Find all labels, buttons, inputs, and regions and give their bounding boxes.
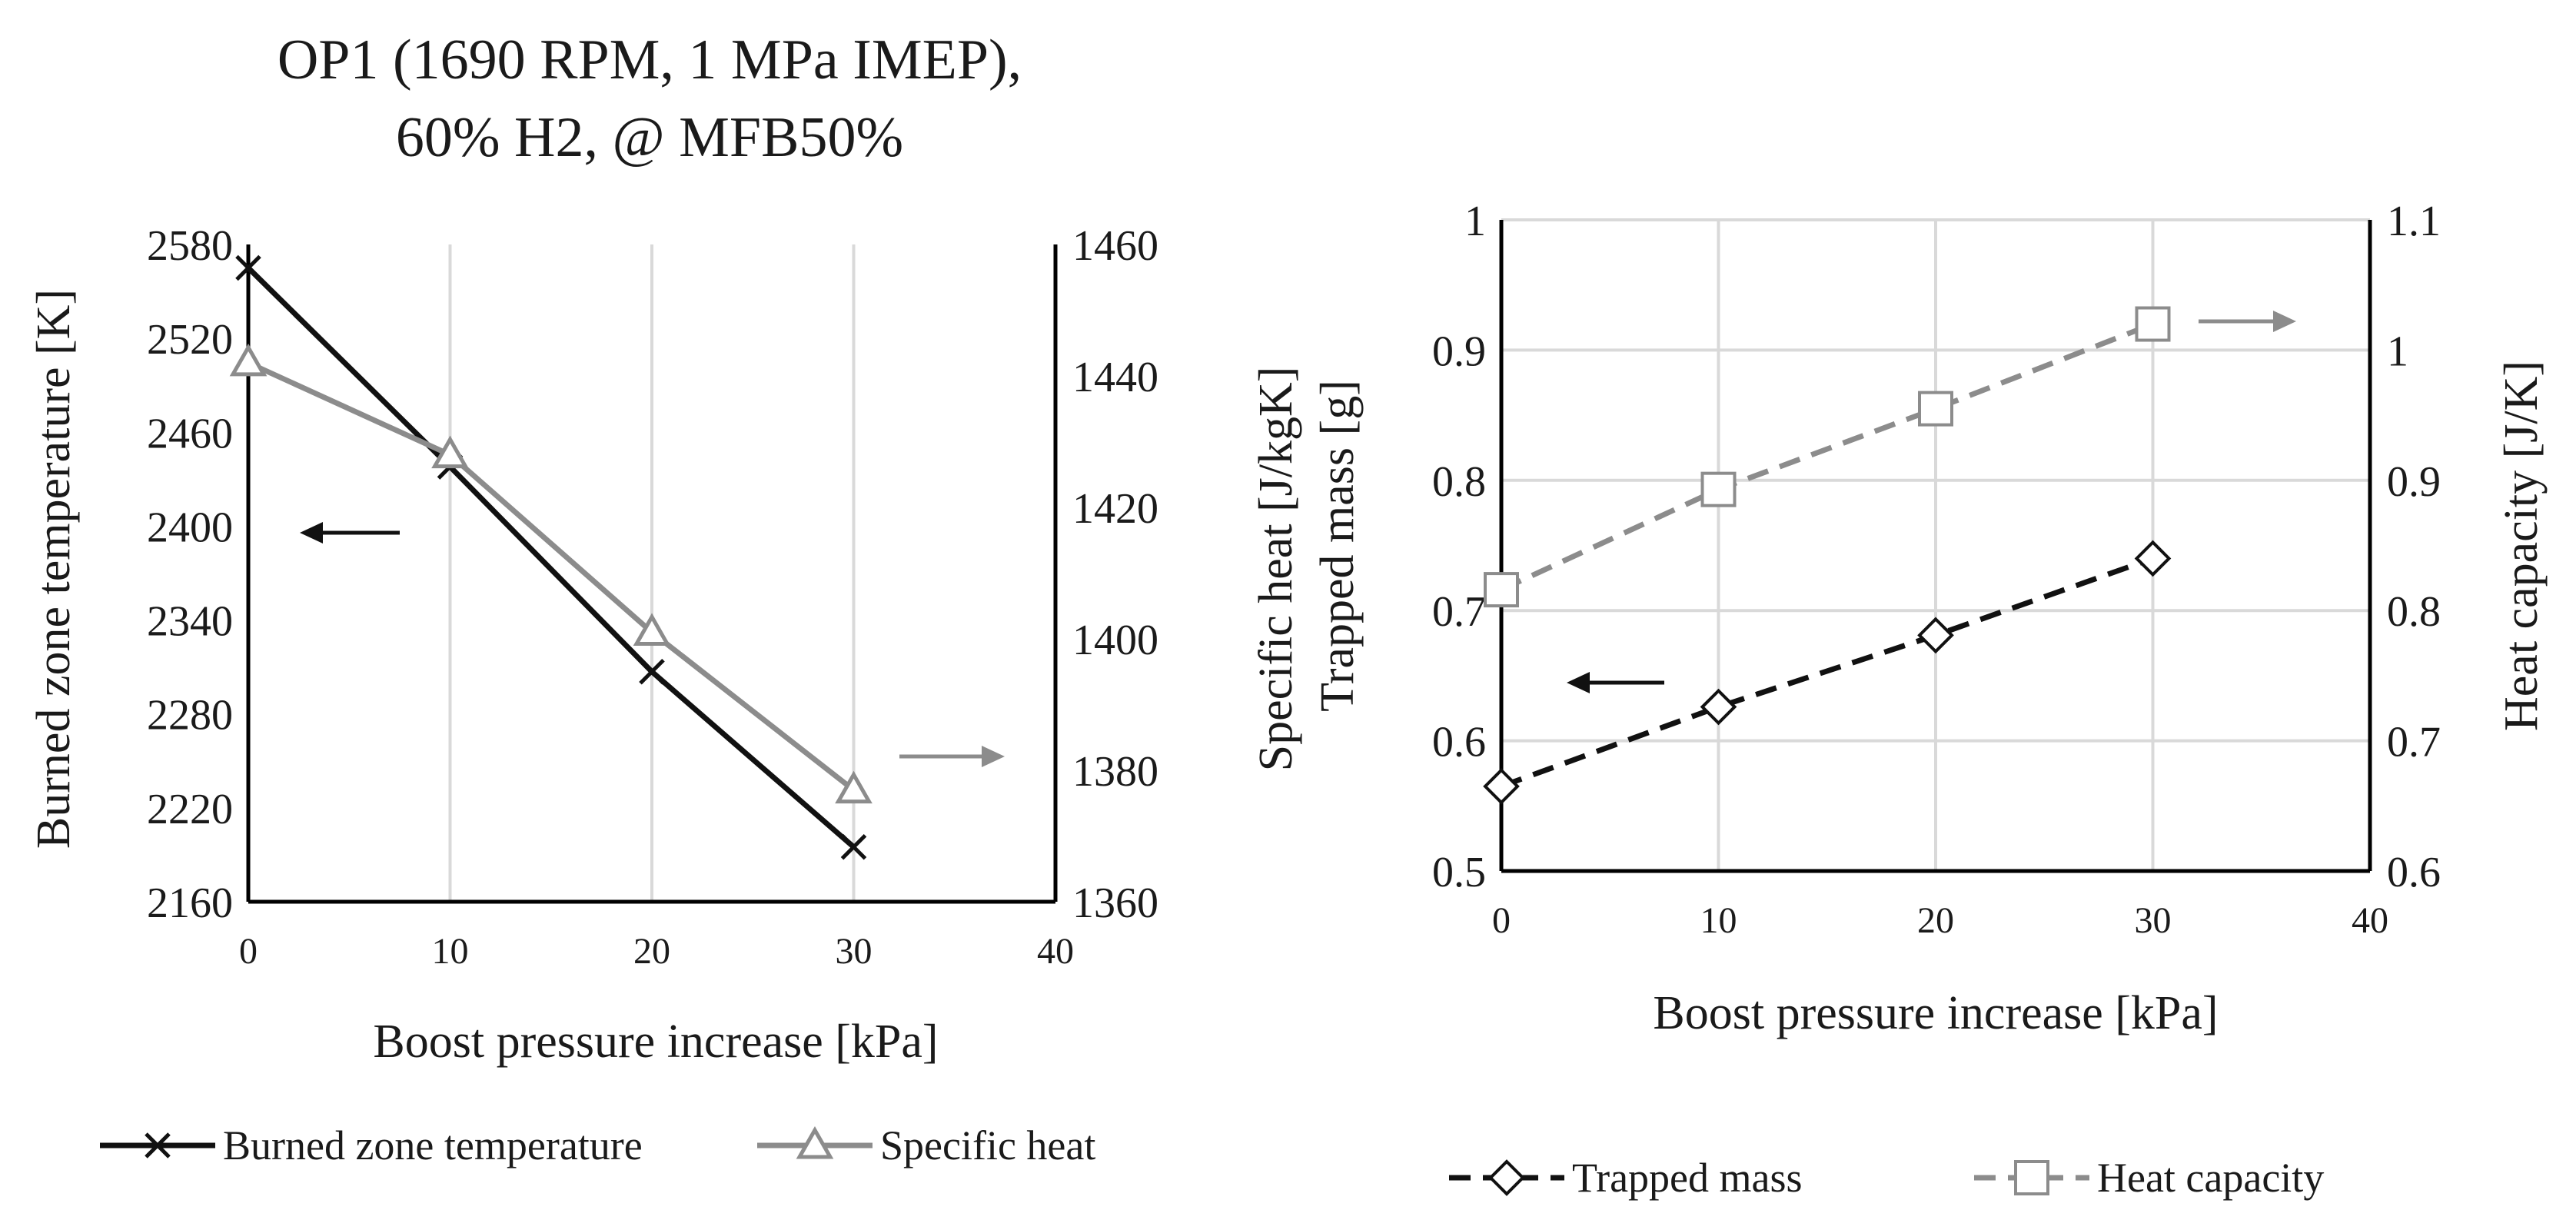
chart2-legend-trapped-mass-label: Trapped mass <box>1572 1155 1803 1201</box>
chart1-title-line1: OP1 (1690 RPM, 1 MPa IMEP), <box>278 28 1022 91</box>
chart2-y-tick-label: 0.6 <box>1432 719 1486 766</box>
chart1-y-tick-label: 2580 <box>147 222 233 270</box>
chart1-title-line2: 60% H2, @ MFB50% <box>396 106 903 169</box>
chart2-legend-heat-capacity-marker <box>2014 1160 2049 1195</box>
chart2-series-heat-capacity-point <box>1700 471 1737 507</box>
chart2-axis-arrow-2-head <box>2273 311 2296 332</box>
chart2-y-tick-label: 0.5 <box>1432 849 1486 896</box>
chart2-series-trapped-mass-point <box>2134 540 2172 577</box>
chart2-x-tick-label: 20 <box>1917 900 1954 941</box>
chart2-y-tick-label: 0.7 <box>1432 588 1486 636</box>
chart2-y2-tick-label: 0.9 <box>2387 458 2441 506</box>
chart2-series-heat-capacity-point <box>1484 572 1519 608</box>
chart1-plot: 0 10 20 30 40 2160 2220 2280 2340 2400 2460 2520 258… <box>147 222 1158 972</box>
chart1-y-tick-label: 2160 <box>147 879 233 927</box>
chart1-series-specific-heat-point <box>835 770 873 804</box>
chart1-x-tick-label: 40 <box>1037 931 1074 972</box>
chart1-y2-axis-label: Specific heat [J/kgK] <box>1250 367 1302 772</box>
chart1-y-axis-label: Burned zone temperature [K] <box>28 289 80 849</box>
chart1-y2-tick-label: 1400 <box>1072 617 1158 664</box>
chart2-series-heat-capacity-point <box>1918 391 1953 427</box>
chart2-series-trapped-mass-point <box>1917 617 1954 654</box>
chart2-y-axis-label: Trapped mass [g] <box>1311 380 1364 712</box>
chart1-x-tick-label: 20 <box>633 931 670 972</box>
chart1-y-tick-label: 2220 <box>147 786 233 833</box>
chart1-x-tick-label: 0 <box>239 931 258 972</box>
chart2-plot: 0 10 20 30 40 0.5 0.6 0.7 0.8 0.9 1 0.6 0.7 0.8 0.9 1 1.… <box>1432 198 2441 941</box>
chart2-series-heat-capacity-point <box>2135 306 2171 342</box>
chart1-series-burned-zone-temperature-point <box>639 658 665 685</box>
chart1-series-burned-zone-temperature-line <box>246 266 856 849</box>
chart2-series-trapped-mass-line <box>1500 556 2154 790</box>
chart2-series-trapped-mass-point <box>1700 688 1737 726</box>
chart1-x-tick-label: 10 <box>432 931 469 972</box>
chart2-y2-tick-label: 0.8 <box>2387 588 2441 636</box>
chart1-legend-specific-heat-marker <box>796 1125 834 1159</box>
chart1-y-tick-label: 2340 <box>147 598 233 646</box>
chart2-y-tick-label: 1 <box>1464 198 1486 245</box>
chart2-legend: Trapped mass Heat capacity <box>1449 1155 2324 1201</box>
chart2-y2-tick-label: 1 <box>2387 327 2408 375</box>
chart1-y-tick-label: 2400 <box>147 504 233 551</box>
chart1-legend-burned-zone-temperature-label: Burned zone temperature <box>223 1122 643 1168</box>
chart2-legend-trapped-mass-marker <box>1488 1159 1525 1196</box>
chart1-series-specific-heat-point <box>431 435 469 469</box>
chart2-y2-tick-label: 0.7 <box>2387 719 2441 766</box>
chart1-y-tick-label: 2460 <box>147 410 233 457</box>
chart1-y-tick-label: 2280 <box>147 692 233 740</box>
chart1-legend-burned-zone-temperature-marker <box>145 1132 171 1159</box>
chart2-x-tick-label: 30 <box>2135 900 2172 941</box>
chart2-y2-tick-label: 0.6 <box>2387 849 2441 896</box>
chart1-y2-tick-label: 1460 <box>1072 222 1158 270</box>
chart1-y2-tick-label: 1420 <box>1072 485 1158 533</box>
chart1-axis-arrow-1-head <box>300 522 323 544</box>
chart1-series-specific-heat-point <box>633 613 671 646</box>
chart2-series-heat-capacity-line <box>1500 321 2154 593</box>
chart1-axis-arrow-2-head <box>982 746 1005 767</box>
chart2-y2-tick-label: 1.1 <box>2387 198 2441 245</box>
chart1-legend: Burned zone temperature Specific heat <box>100 1122 1095 1168</box>
chart2-y2-axis-label: Heat capacity [J/K] <box>2495 361 2548 731</box>
chart1-series-specific-heat-line <box>247 360 856 793</box>
chart2-y-tick-label: 0.8 <box>1432 458 1486 506</box>
chart1-legend-specific-heat-label: Specific heat <box>880 1122 1095 1168</box>
chart1-series-burned-zone-temperature-point <box>235 254 261 281</box>
chart1-y2-tick-label: 1360 <box>1072 879 1158 927</box>
chart1-y2-tick-label: 1380 <box>1072 748 1158 796</box>
chart2-x-tick-label: 40 <box>2352 900 2388 941</box>
chart1-x-axis-label: Boost pressure increase [kPa] <box>373 1016 938 1068</box>
chart2-y-tick-label: 0.9 <box>1432 327 1486 375</box>
chart2-x-tick-label: 10 <box>1700 900 1737 941</box>
chart2-axis-arrow-1-head <box>1567 672 1590 693</box>
chart2-x-tick-label: 0 <box>1492 900 1511 941</box>
chart1-y2-tick-label: 1440 <box>1072 354 1158 401</box>
chart1-series-burned-zone-temperature-point <box>840 833 867 860</box>
chart2-series-trapped-mass-point <box>1483 768 1520 805</box>
chart1-series-specific-heat-point <box>229 343 268 377</box>
chart2-legend-heat-capacity-label: Heat capacity <box>2097 1155 2324 1201</box>
chart1-y-tick-label: 2520 <box>147 316 233 364</box>
chart2-x-axis-label: Boost pressure increase [kPa] <box>1653 987 2218 1039</box>
chart1-x-tick-label: 30 <box>836 931 873 972</box>
